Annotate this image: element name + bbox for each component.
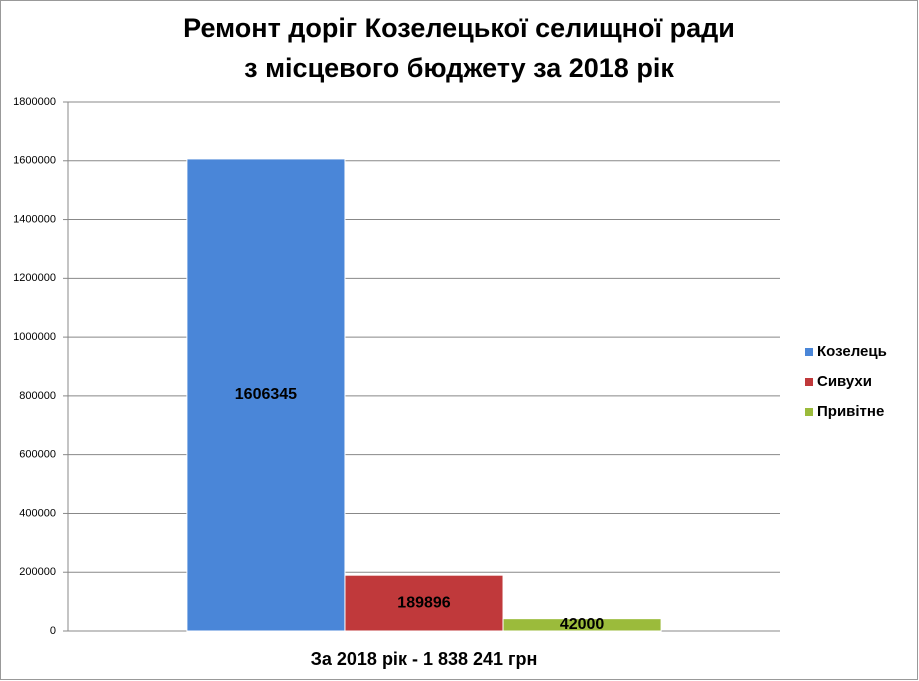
value-label: 189896 bbox=[397, 594, 450, 611]
y-tick-label: 1800000 bbox=[13, 96, 56, 108]
y-tick-label: 1600000 bbox=[13, 155, 56, 167]
y-tick-label: 800000 bbox=[19, 390, 56, 402]
bar bbox=[344, 574, 504, 632]
bar bbox=[502, 618, 662, 632]
legend-label: Привітне bbox=[817, 403, 884, 420]
y-tick-label: 200000 bbox=[19, 566, 56, 578]
legend-swatch bbox=[805, 408, 813, 416]
y-tick-label: 0 bbox=[50, 625, 56, 637]
y-tick-label: 400000 bbox=[19, 507, 56, 519]
chart-title: Ремонт доріг Козелецької селищної ради bbox=[183, 13, 735, 43]
value-label: 42000 bbox=[560, 616, 605, 633]
y-tick-label: 1200000 bbox=[13, 272, 56, 284]
bar bbox=[186, 158, 346, 632]
y-tick-label: 600000 bbox=[19, 449, 56, 461]
legend-swatch bbox=[805, 348, 813, 356]
legend-swatch bbox=[805, 378, 813, 386]
value-label: 1606345 bbox=[235, 386, 297, 403]
y-tick-label: 1400000 bbox=[13, 213, 56, 225]
x-tick-label: За 2018 рік - 1 838 241 грн bbox=[311, 649, 538, 669]
y-tick-label: 1000000 bbox=[13, 331, 56, 343]
chart-title: з місцевого бюджету за 2018 рік bbox=[244, 53, 674, 83]
legend-label: Сивухи bbox=[817, 373, 872, 390]
legend-label: Козелець bbox=[817, 343, 887, 360]
